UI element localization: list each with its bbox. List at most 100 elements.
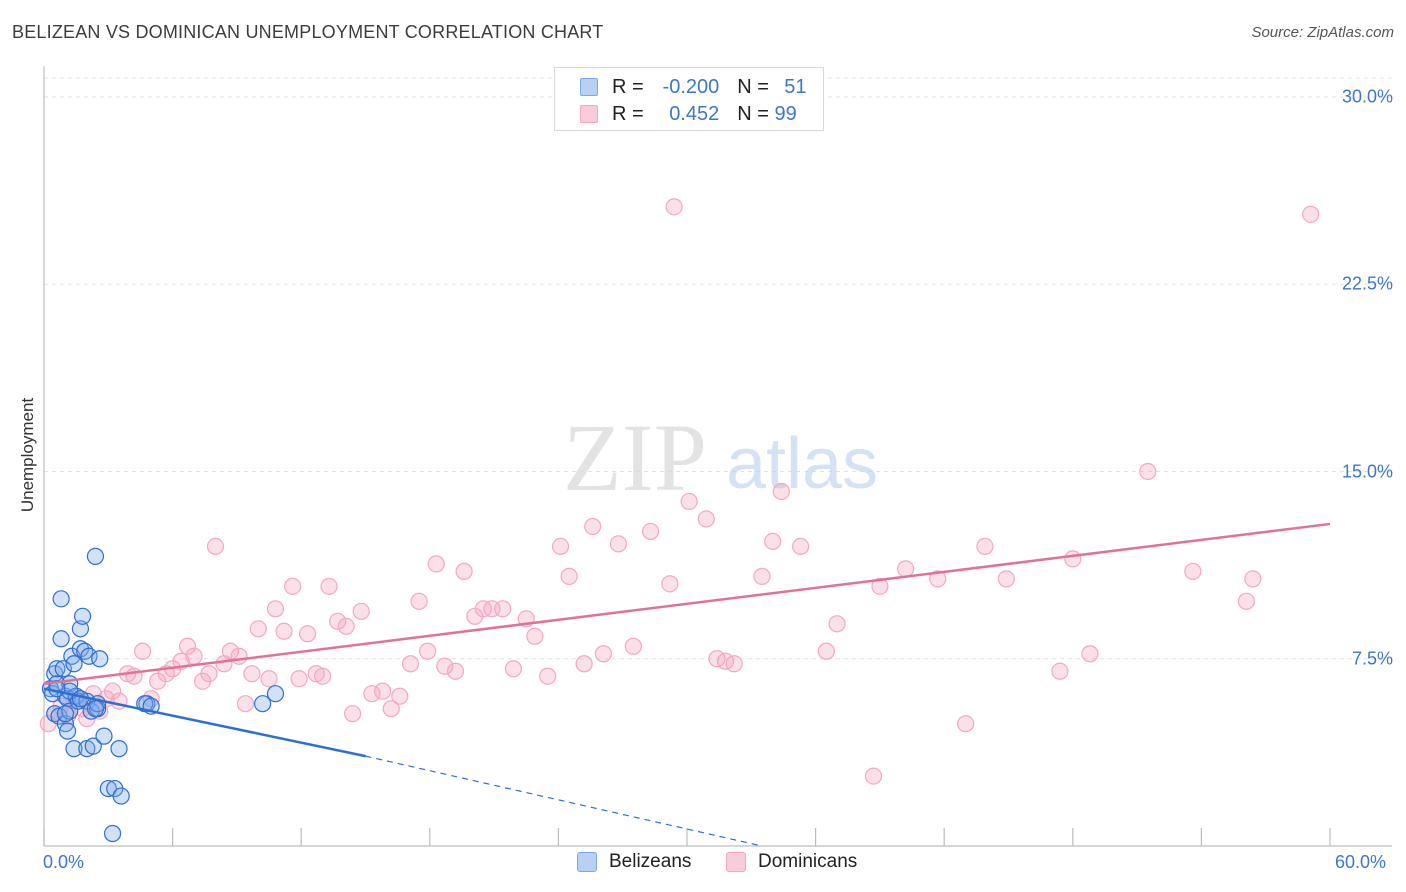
dominican-point: [594, 645, 613, 663]
trend-lines: [43, 522, 1331, 847]
dominican-point: [320, 577, 338, 595]
legend-r-label: R =: [612, 102, 650, 125]
legend-r-value: 0.452: [669, 102, 720, 125]
dominican-point: [221, 642, 240, 660]
legend-label-belizeans: Belizeans: [609, 851, 692, 872]
belizean-point: [91, 650, 109, 668]
belizean-point: [110, 740, 128, 758]
dominican-point: [957, 715, 975, 733]
belizean-point: [99, 779, 117, 798]
belizean-point: [56, 705, 75, 723]
chart-title: BELIZEAN VS DOMINICAN UNEMPLOYMENT CORRE…: [12, 22, 604, 42]
y-tick-label: 22.5%: [1341, 273, 1393, 294]
belizean-point: [52, 630, 70, 648]
legend-r-value: -0.200: [662, 75, 720, 98]
dominicans-swatch: [580, 105, 598, 123]
watermark-atlas: atlas: [726, 424, 878, 504]
x-tick-min: 0.0%: [43, 852, 85, 872]
legend-label-dominicans: Dominicans: [758, 851, 858, 872]
belizean-point: [52, 590, 70, 608]
legend-item-belizeans[interactable]: Belizeans: [577, 851, 691, 873]
belizean-point: [58, 722, 77, 740]
dominican-point: [753, 567, 771, 585]
belizean-point: [266, 685, 285, 703]
dominican-point: [352, 602, 370, 620]
dominican-point: [266, 600, 285, 618]
dominican-point: [337, 617, 355, 635]
dominican-point: [133, 642, 152, 660]
dominicans-trend-line: [43, 522, 1331, 685]
dominican-point: [791, 537, 810, 556]
dominican-point: [290, 670, 308, 688]
dominican-point: [661, 575, 679, 593]
dominican-point: [382, 700, 400, 718]
belizean-point: [95, 727, 113, 745]
dominican-point: [410, 592, 428, 610]
dominican-point: [1139, 462, 1157, 481]
dominican-point: [344, 705, 362, 723]
dominican-point: [230, 647, 248, 665]
belizean-point: [103, 824, 122, 843]
dominican-point: [575, 655, 593, 673]
dominican-point: [299, 625, 317, 643]
dominican-point: [641, 522, 660, 541]
dominican-point: [764, 532, 782, 551]
dominican-point: [179, 637, 197, 655]
dominican-point: [185, 647, 203, 665]
dominican-point: [864, 767, 883, 785]
source-credit: Source: ZipAtlas.com: [1251, 24, 1394, 41]
series-legend: Belizeans Dominicans: [0, 851, 1406, 877]
dominican-point: [243, 665, 261, 683]
dominican-point: [665, 198, 683, 216]
dominican-point: [817, 642, 835, 660]
legend-n-value: 99: [774, 102, 797, 125]
dominican-point: [504, 660, 522, 678]
belizean-point: [65, 740, 83, 758]
dominican-point: [871, 577, 889, 595]
dominican-point: [329, 612, 347, 630]
belizean-point: [48, 660, 66, 678]
legend-n-label: N =: [737, 75, 775, 98]
legend-n-label: N =: [737, 102, 775, 125]
belizean-point: [80, 647, 98, 665]
belizean-point: [112, 787, 130, 805]
dominican-point: [419, 642, 437, 660]
belizean-point: [86, 700, 105, 718]
dominican-point: [680, 492, 698, 511]
watermark-zip: ZIP: [563, 404, 707, 511]
dominican-point: [560, 567, 578, 585]
dominican-point: [363, 685, 381, 703]
dominican-point: [1051, 662, 1069, 680]
dominican-point: [391, 687, 409, 705]
dominican-point: [236, 695, 255, 713]
belizean-point: [86, 547, 105, 565]
dominican-point: [284, 577, 302, 595]
dominican-point: [897, 560, 915, 578]
belizean-point: [84, 737, 102, 755]
legend-row-dominicans: R = 0.452 N = 99: [580, 102, 807, 126]
belizean-point: [65, 655, 83, 673]
dominican-point: [260, 670, 278, 688]
dominican-point: [401, 655, 420, 673]
belizeans-swatch: [577, 852, 597, 872]
dominican-point: [1244, 570, 1262, 588]
dominican-point: [103, 682, 122, 700]
dominican-point: [1302, 205, 1320, 223]
legend-item-dominicans[interactable]: Dominicans: [726, 851, 857, 873]
dominicans-points: [39, 198, 1320, 785]
dominican-point: [1081, 645, 1099, 663]
dominican-point: [427, 555, 445, 573]
dominican-point: [1064, 550, 1082, 568]
dominican-point: [200, 665, 218, 683]
dominican-point: [609, 535, 628, 553]
dominican-point: [526, 627, 544, 645]
dominican-point: [446, 662, 465, 680]
dominican-point: [539, 667, 557, 685]
y-tick-label: 15.0%: [1341, 461, 1393, 481]
dominican-point: [206, 537, 225, 556]
belizean-point: [73, 607, 92, 625]
dominican-point: [624, 637, 643, 655]
belizeans-trend-line: [43, 687, 366, 758]
y-tick-label: 7.5%: [1351, 648, 1393, 669]
belizean-point: [54, 660, 72, 678]
